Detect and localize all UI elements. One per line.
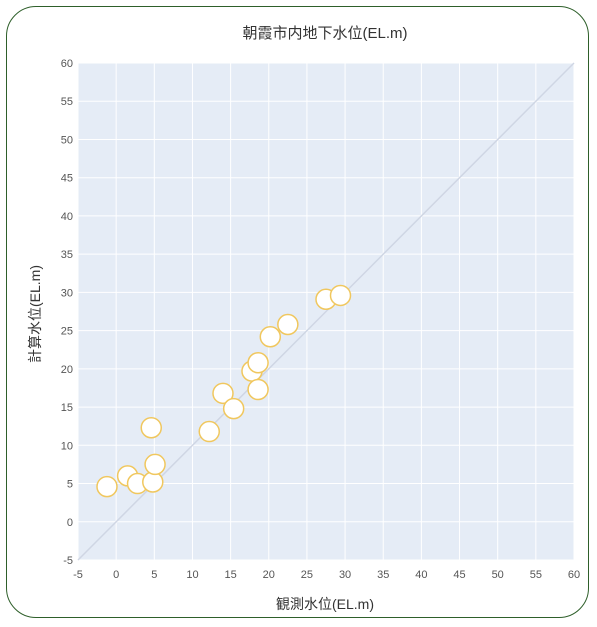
x-axis-ticks: -5 0 5 10 15 20 25 30 35 40 45 50 55 60 [73, 569, 580, 581]
x-tick-label: -5 [73, 569, 83, 581]
y-tick-label: 55 [61, 96, 73, 108]
data-point [277, 313, 299, 336]
x-tick-label: 45 [453, 569, 465, 581]
data-point [198, 420, 220, 443]
data-points [96, 284, 352, 498]
y-tick-label: 15 [61, 402, 73, 414]
x-tick-label: 60 [568, 569, 580, 581]
x-tick-label: 35 [377, 569, 389, 581]
y-tick-label: 30 [61, 287, 73, 299]
x-tick-label: 15 [224, 569, 236, 581]
x-tick-label: 50 [492, 569, 504, 581]
y-tick-label: 0 [67, 517, 73, 529]
x-tick-label: 0 [113, 569, 119, 581]
x-tick-label: 25 [301, 569, 313, 581]
data-point [222, 397, 245, 420]
data-point [144, 453, 166, 476]
x-axis-label: 観測水位(EL.m) [276, 596, 374, 612]
x-tick-label: 20 [263, 569, 275, 581]
y-axis-label: 計算水位(EL.m) [27, 265, 43, 363]
chart-title: 朝霞市内地下水位(EL.m) [242, 25, 407, 42]
data-point [259, 325, 282, 348]
data-point [142, 471, 164, 493]
data-point [140, 416, 163, 439]
y-tick-label: 40 [61, 211, 73, 223]
x-tick-label: 40 [415, 569, 427, 581]
data-point [212, 382, 234, 405]
y-tick-label: 10 [61, 440, 73, 452]
x-tick-label: 55 [530, 569, 542, 581]
y-tick-label: 20 [61, 364, 73, 376]
data-point [96, 475, 118, 498]
x-tick-label: 5 [151, 569, 157, 581]
y-axis-ticks: -5 0 5 10 15 20 25 30 35 40 45 50 55 60 [61, 58, 73, 567]
y-tick-label: 35 [61, 249, 73, 261]
y-tick-label: 60 [61, 58, 73, 70]
y-tick-label: 25 [61, 326, 73, 338]
data-point [329, 284, 352, 307]
x-tick-label: 30 [339, 569, 351, 581]
data-point [247, 351, 269, 374]
y-tick-label: 45 [61, 173, 73, 185]
y-tick-label: 5 [67, 479, 73, 491]
data-point [247, 378, 269, 401]
x-tick-label: 10 [186, 569, 198, 581]
y-tick-label: -5 [63, 555, 73, 567]
y-tick-label: 50 [61, 134, 73, 146]
